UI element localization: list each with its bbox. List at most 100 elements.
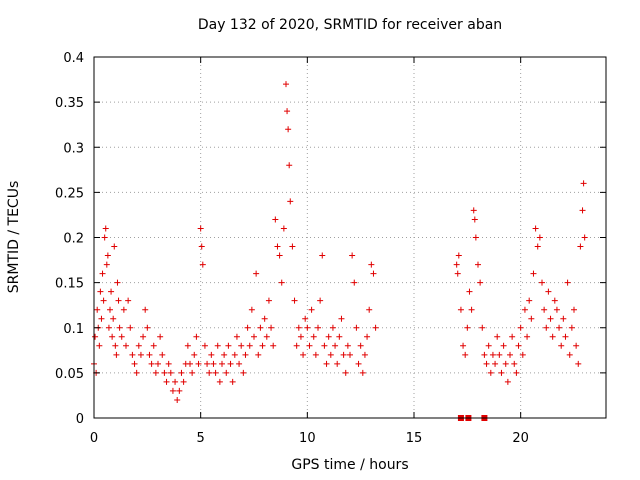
- data-point: [216, 378, 223, 385]
- x-tick-label: 20: [512, 431, 529, 446]
- gridlines: [94, 57, 606, 418]
- data-point: [94, 306, 101, 313]
- data-point: [201, 342, 208, 349]
- data-point: [113, 351, 120, 358]
- data-point: [236, 360, 243, 367]
- data-point: [120, 306, 127, 313]
- data-point: [543, 324, 550, 331]
- data-point: [489, 351, 496, 358]
- data-point: [109, 333, 116, 340]
- data-point: [336, 333, 343, 340]
- data-point: [101, 234, 108, 241]
- data-point: [302, 315, 309, 322]
- data-point: [131, 360, 138, 367]
- data-point: [564, 279, 571, 286]
- data-point: [539, 279, 545, 286]
- data-point: [340, 351, 347, 358]
- data-point: [184, 342, 191, 349]
- data-point: [248, 306, 255, 313]
- data-point: [172, 378, 179, 385]
- data-point: [454, 270, 461, 277]
- data-point: [278, 279, 285, 286]
- data-point: [135, 342, 142, 349]
- data-point: [479, 324, 486, 331]
- data-point: [178, 369, 185, 376]
- data-point: [534, 243, 541, 250]
- data-point: [96, 342, 103, 349]
- data-point: [99, 270, 106, 277]
- y-tick-label: 0.2: [63, 232, 84, 247]
- data-point: [150, 342, 157, 349]
- data-point: [199, 261, 206, 268]
- x-tick-label: 0: [90, 431, 98, 446]
- data-point: [494, 333, 501, 340]
- data-point: [515, 342, 522, 349]
- data-point: [361, 351, 368, 358]
- data-point: [229, 378, 236, 385]
- data-point: [148, 360, 155, 367]
- data-point: [568, 324, 575, 331]
- data-point: [483, 360, 490, 367]
- y-tick-label: 0.1: [63, 322, 84, 337]
- data-point: [579, 207, 586, 214]
- data-point: [355, 360, 362, 367]
- data-point: [265, 297, 272, 304]
- data-point: [165, 360, 172, 367]
- data-point: [521, 306, 528, 313]
- data-point: [310, 333, 317, 340]
- data-point: [306, 342, 313, 349]
- data-point: [233, 333, 240, 340]
- data-point: [368, 261, 375, 268]
- data-point: [123, 342, 129, 349]
- data-point: [334, 360, 341, 367]
- data-point: [103, 261, 110, 268]
- data-point: [545, 288, 552, 295]
- data-point: [219, 360, 225, 367]
- data-point: [297, 333, 304, 340]
- data-point: [366, 306, 373, 313]
- data-point: [575, 360, 582, 367]
- data-point: [329, 324, 336, 331]
- data-point: [255, 351, 262, 358]
- data-point: [198, 243, 205, 250]
- data-point: [344, 342, 351, 349]
- data-point: [466, 288, 473, 295]
- data-point: [364, 333, 371, 340]
- data-point: [286, 162, 293, 169]
- data-point: [159, 351, 166, 358]
- data-point: [206, 369, 213, 376]
- data-point: [513, 369, 520, 376]
- data-point: [108, 288, 115, 295]
- data-point: [556, 324, 563, 331]
- data-point: [359, 369, 366, 376]
- data-point: [118, 333, 125, 340]
- x-axis-label: GPS time / hours: [291, 457, 409, 473]
- data-point: [104, 252, 111, 259]
- data-point: [580, 180, 587, 187]
- data-point: [133, 369, 140, 376]
- data-point: [319, 252, 326, 259]
- y-tick-label: 0.05: [55, 367, 84, 382]
- data-point: [167, 369, 174, 376]
- data-point: [268, 324, 275, 331]
- data-point: [115, 297, 122, 304]
- data-point: [210, 360, 217, 367]
- data-point: [338, 315, 345, 322]
- data-point: [225, 342, 232, 349]
- data-point: [246, 342, 253, 349]
- data-point: [353, 324, 360, 331]
- data-point: [526, 297, 533, 304]
- data-point: [498, 369, 505, 376]
- data-point: [107, 306, 113, 313]
- data-point: [263, 333, 270, 340]
- data-point: [509, 333, 516, 340]
- data-point: [242, 351, 249, 358]
- data-point: [169, 387, 176, 394]
- data-point: [370, 270, 377, 277]
- data-point: [573, 342, 580, 349]
- y-tick-label: 0: [76, 412, 84, 427]
- data-point: [470, 207, 477, 214]
- data-point: [464, 324, 471, 331]
- data-point: [471, 216, 478, 223]
- data-point: [357, 342, 364, 349]
